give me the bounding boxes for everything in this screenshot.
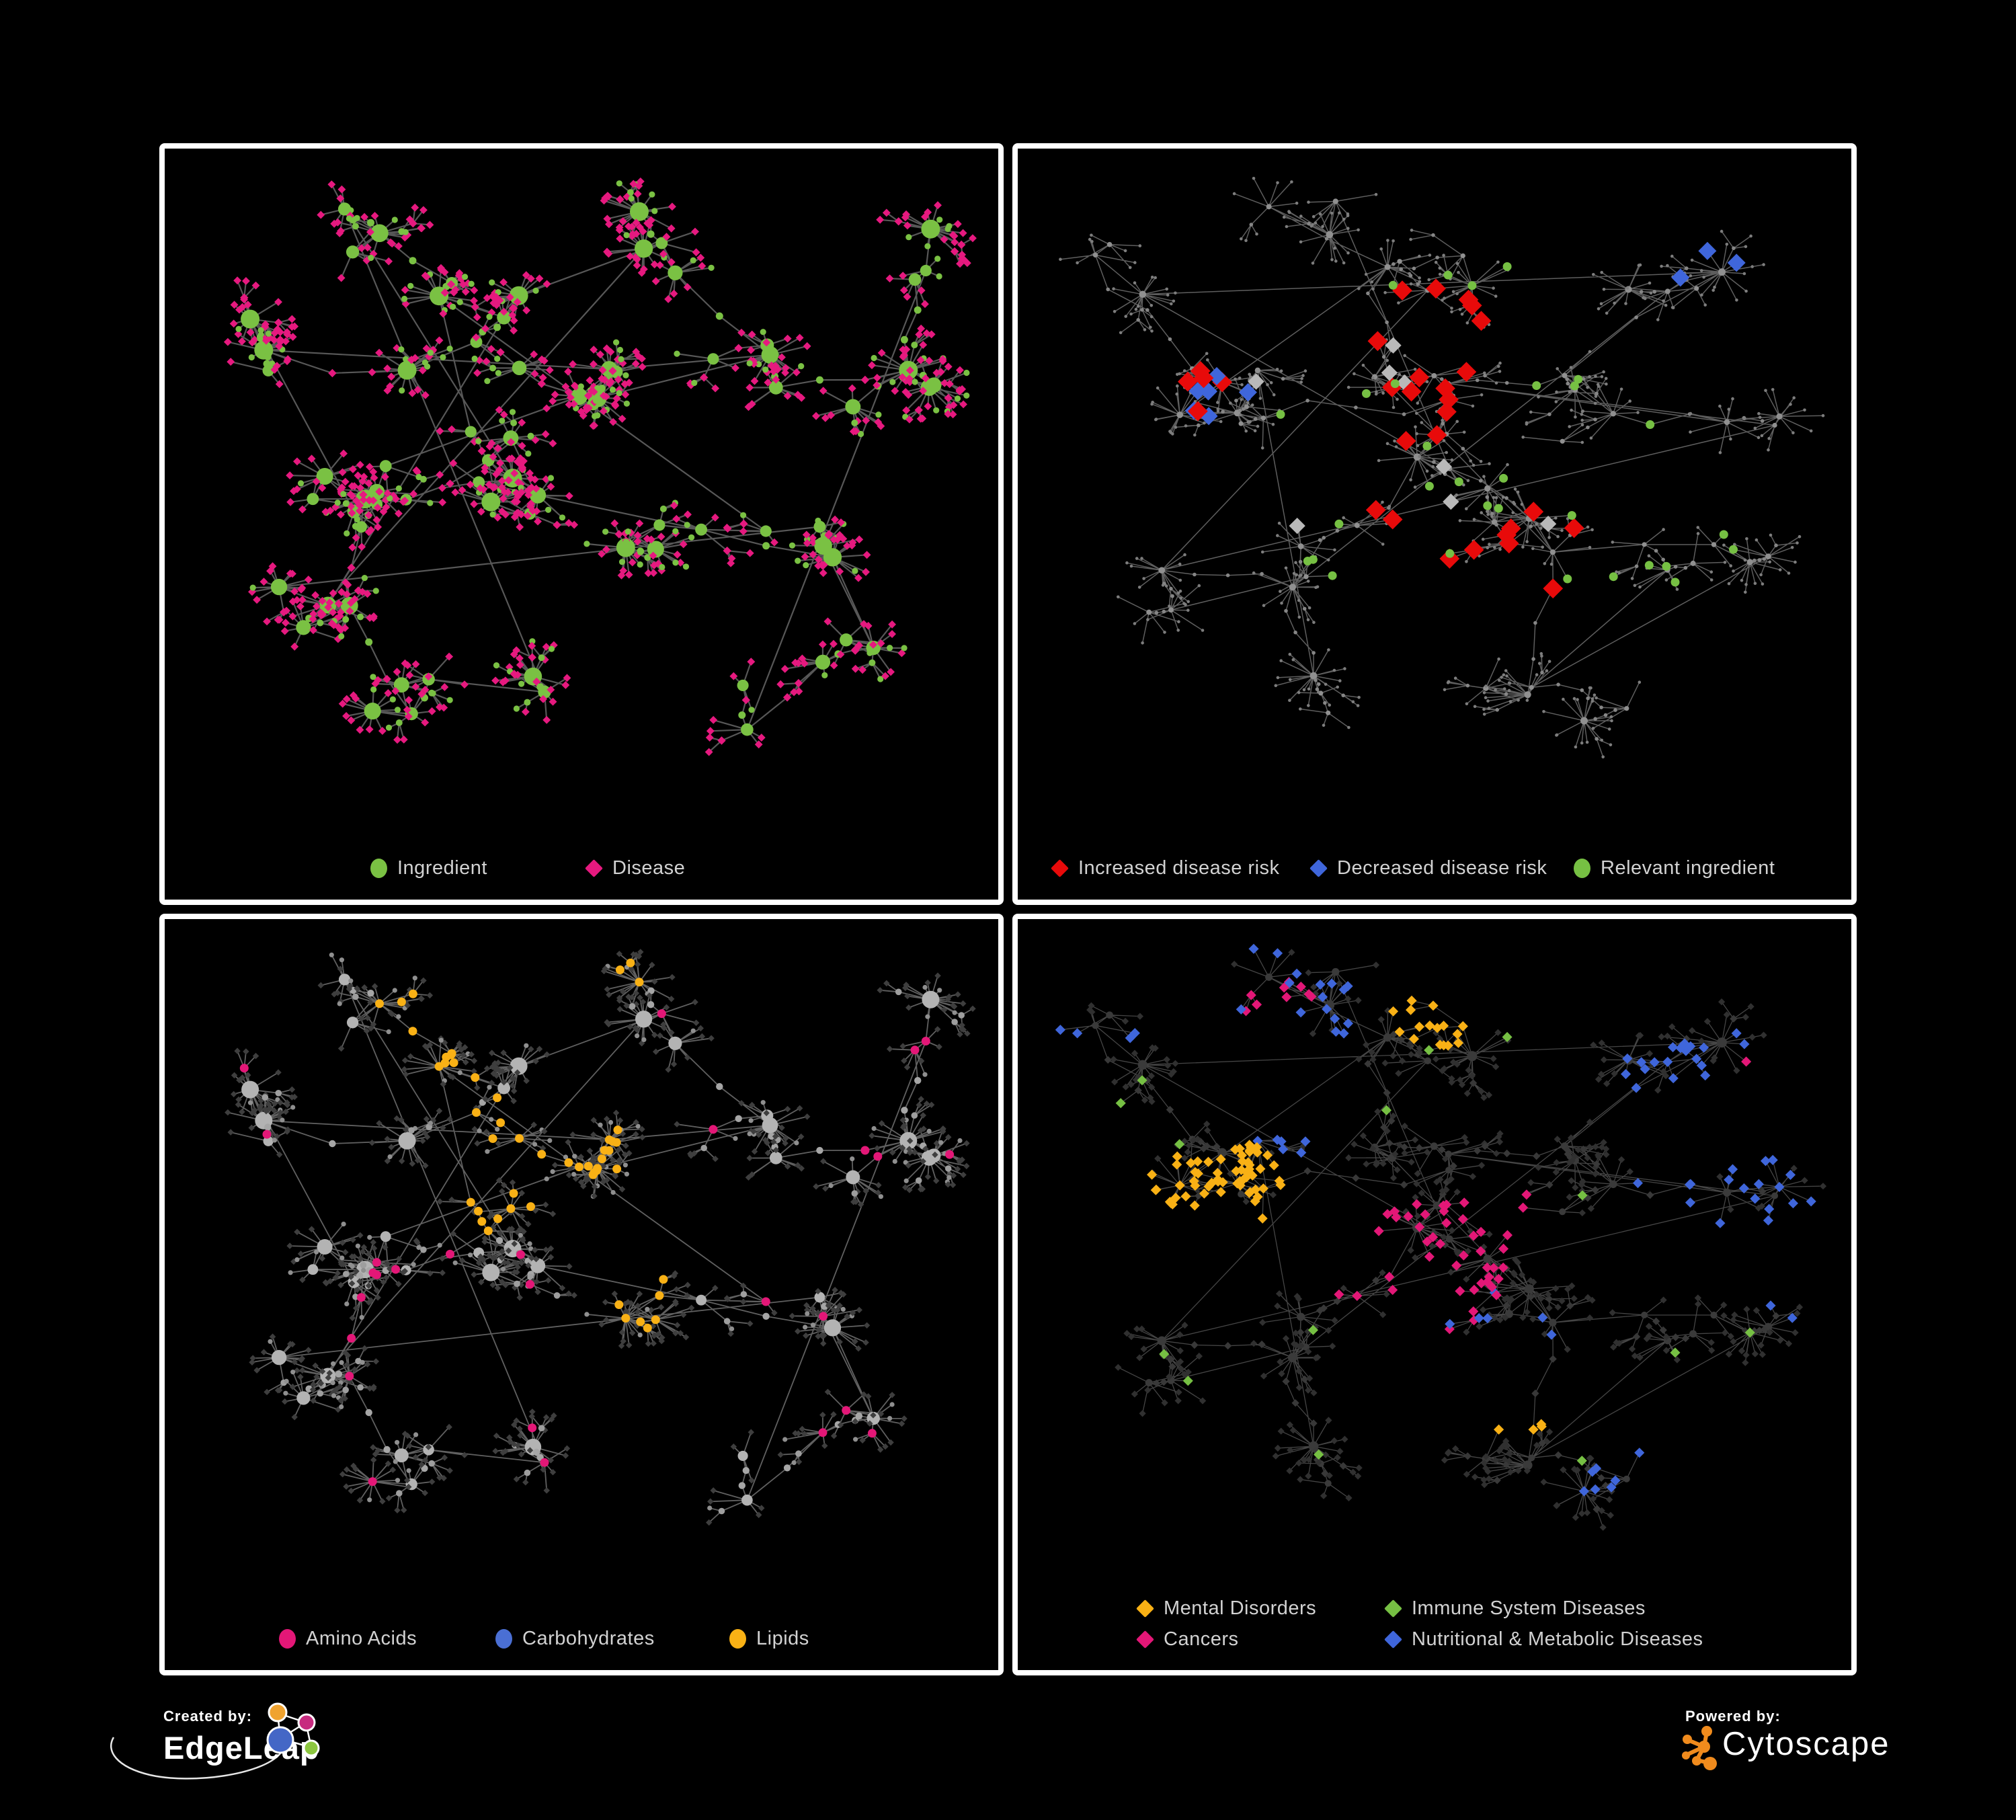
- legend-circle-icon: [370, 858, 387, 878]
- legend-diamond-icon: [585, 859, 603, 877]
- legend-diamond-icon: [1384, 1599, 1402, 1618]
- legend-diamond-icon: [1309, 859, 1328, 877]
- network-graph-svg: [1059, 177, 1825, 759]
- legend-circle-icon: [1574, 858, 1590, 878]
- legend-label: Increased disease risk: [1078, 857, 1280, 879]
- panel-ingredient-disease-network: Ingredient Disease: [159, 143, 1004, 905]
- panel-disease-classes-network: Mental Disorders Immune System Diseases Ca…: [1012, 914, 1857, 1675]
- legend-label: Ingredient: [397, 857, 487, 879]
- edgeleap-node-orange: [268, 1702, 288, 1723]
- network-graph-svg: [223, 177, 977, 756]
- legend-circle-icon: [279, 1628, 296, 1649]
- network-edges: [227, 951, 973, 1524]
- legend-diamond-icon: [1136, 1599, 1154, 1618]
- legend-label: Immune System Diseases: [1412, 1597, 1646, 1619]
- legend-label: Relevant ingredient: [1601, 857, 1775, 879]
- network-nodes: [225, 949, 976, 1526]
- network-graph-svg: [1055, 943, 1827, 1531]
- legend-item-disease: Disease: [585, 853, 686, 883]
- legend-item-cancers: Cancers: [1136, 1624, 1239, 1654]
- edgeleap-node-blue: [266, 1726, 294, 1754]
- edgeleap-node-magenta: [297, 1713, 316, 1732]
- panel-nutrient-classes-network: Amino Acids Carbohydrates Lipids: [159, 914, 1004, 1675]
- legend-label: Nutritional & Metabolic Diseases: [1412, 1628, 1703, 1650]
- network-graph-ingredient-disease: [178, 159, 985, 784]
- network-graph-nutrient-classes: [178, 929, 985, 1554]
- edgeleap-logo: [110, 1702, 320, 1780]
- legend-label: Mental Disorders: [1164, 1597, 1317, 1619]
- network-graph-disease-risk: [1031, 159, 1838, 784]
- legend-label: Decreased disease risk: [1337, 857, 1547, 879]
- legend-diamond-icon: [1384, 1630, 1402, 1649]
- legend-item-amino-acids: Amino Acids: [279, 1624, 417, 1653]
- created-by-label: Created by:: [163, 1708, 253, 1725]
- legend-diamond-icon: [1136, 1630, 1154, 1649]
- legend-label: Cancers: [1164, 1628, 1239, 1650]
- legend-item-nutritional-metabolic-diseases: Nutritional & Metabolic Diseases: [1384, 1624, 1703, 1654]
- legend-label: Amino Acids: [306, 1627, 417, 1649]
- legend-label: Disease: [612, 857, 686, 879]
- legend-label: Lipids: [756, 1627, 809, 1649]
- legend-label: Carbohydrates: [522, 1627, 655, 1649]
- legend-item-immune-system-diseases: Immune System Diseases: [1384, 1593, 1646, 1623]
- network-nodes: [1059, 177, 1825, 759]
- legend-item-ingredient: Ingredient: [370, 853, 487, 883]
- legend-item-relevant-ingredient: Relevant ingredient: [1574, 853, 1775, 883]
- legend-item-lipids: Lipids: [729, 1624, 809, 1653]
- edgeleap-node-green: [303, 1739, 320, 1757]
- legend-item-increased-disease-risk: Increased disease risk: [1051, 853, 1280, 883]
- network-nodes: [223, 177, 977, 756]
- legend-circle-icon: [729, 1628, 746, 1649]
- network-edges: [227, 181, 973, 753]
- network-nodes: [1055, 943, 1827, 1531]
- network-graph-disease-classes: [1031, 929, 1838, 1554]
- legend-item-carbohydrates: Carbohydrates: [495, 1624, 655, 1653]
- legend-circle-icon: [495, 1628, 512, 1649]
- panel-disease-risk-network: Increased disease risk Decreased disease …: [1012, 143, 1857, 905]
- powered-by-label: Powered by:: [1685, 1708, 1781, 1725]
- legend-item-decreased-disease-risk: Decreased disease risk: [1309, 853, 1547, 883]
- legend-item-mental-disorders: Mental Disorders: [1136, 1593, 1317, 1623]
- cytoscape-logo: [1682, 1726, 1717, 1770]
- network-graph-svg: [225, 949, 976, 1526]
- legend-diamond-icon: [1051, 859, 1069, 877]
- cytoscape-wordmark: Cytoscape: [1722, 1726, 1890, 1762]
